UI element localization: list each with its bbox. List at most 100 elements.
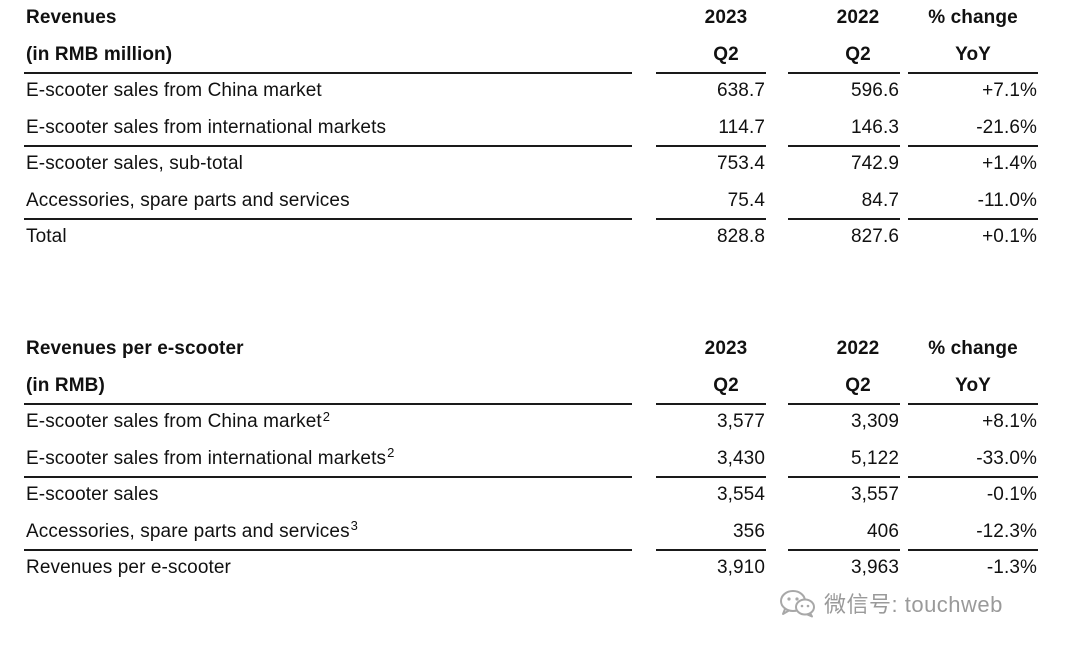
row-label: E-scooter sales from China market	[26, 80, 322, 102]
row-label-text: Accessories, spare parts and services	[26, 520, 350, 542]
header-q2-2022: Q2	[845, 43, 871, 65]
row-rule	[24, 218, 632, 220]
row-label: E-scooter sales from China market 2	[26, 404, 330, 441]
row-label: Accessories, spare parts and services 3	[26, 514, 358, 551]
row-change: +0.1%	[982, 226, 1037, 248]
row-rule	[788, 218, 900, 220]
header-yoy: YoY	[955, 43, 991, 65]
row-rule	[656, 145, 766, 147]
header-change: % change	[928, 338, 1018, 360]
watermark-text: 微信号: touchweb	[824, 592, 1003, 617]
row-value-2022: 5,122	[850, 447, 899, 469]
row-change: +8.1%	[982, 411, 1037, 433]
row-value-2022: 3,963	[850, 557, 899, 579]
row-rule	[908, 476, 1038, 478]
row-value-2022: 596.6	[850, 80, 899, 102]
table-title: Revenues per e-scooter	[26, 338, 244, 360]
row-rule	[788, 145, 900, 147]
header-rule	[908, 403, 1038, 405]
table-row: Accessories, spare parts and services 75…	[24, 183, 1038, 220]
header-q2-2023: Q2	[713, 43, 739, 65]
row-rule	[788, 476, 900, 478]
row-rule	[656, 476, 766, 478]
table-unit: (in RMB million)	[26, 43, 173, 65]
row-rule	[24, 549, 632, 551]
table-row: E-scooter sales from China market 2 3,577…	[24, 404, 1038, 441]
row-value-2022: 742.9	[850, 153, 899, 175]
header-2022: 2022	[836, 7, 880, 29]
revenues-table: Revenues 2023 2022 % change (in RMB mill…	[24, 0, 1038, 256]
row-label: E-scooter sales from international marke…	[26, 116, 387, 138]
row-change: -11.0%	[977, 189, 1037, 211]
row-label: E-scooter sales from international marke…	[26, 441, 394, 478]
table-row: E-scooter sales 3,554 3,557 -0.1%	[24, 477, 1038, 514]
row-value-2023: 3,577	[716, 411, 765, 433]
header-rule	[656, 72, 766, 74]
row-value-2022: 406	[866, 520, 899, 542]
row-label: E-scooter sales	[26, 484, 159, 506]
row-rule	[788, 549, 900, 551]
row-change: -12.3%	[976, 520, 1037, 542]
row-value-2022: 84.7	[861, 189, 899, 211]
row-label-text: E-scooter sales from China market	[26, 411, 322, 433]
row-value-2023: 828.8	[716, 226, 765, 248]
table-row: E-scooter sales, sub-total 753.4 742.9 +…	[24, 146, 1038, 183]
row-value-2023: 3,430	[716, 447, 765, 469]
row-value-2023: 3,910	[716, 557, 765, 579]
header-row-years: Revenues per e-scooter 2023 2022 % chang…	[24, 331, 1038, 368]
header-rule	[908, 72, 1038, 74]
row-label-text: E-scooter sales from international marke…	[26, 447, 387, 469]
row-change: -1.3%	[986, 557, 1037, 579]
row-value-2023: 75.4	[727, 189, 765, 211]
wechat-icon	[780, 590, 815, 618]
row-label: Total	[26, 226, 67, 248]
row-label: Accessories, spare parts and services	[26, 189, 350, 211]
row-rule	[908, 145, 1038, 147]
header-rule	[24, 72, 632, 74]
table-row-total: Total 828.8 827.6 +0.1%	[24, 219, 1038, 256]
row-rule	[656, 549, 766, 551]
row-value-2023: 114.7	[718, 116, 765, 138]
header-row-periods: (in RMB million) Q2 Q2 YoY	[24, 37, 1038, 74]
header-2022: 2022	[836, 338, 880, 360]
header-rule	[24, 403, 632, 405]
row-change: +1.4%	[982, 153, 1037, 175]
row-value-2022: 146.3	[850, 116, 899, 138]
table-row: E-scooter sales from China market 638.7 …	[24, 73, 1038, 110]
row-rule	[908, 549, 1038, 551]
header-rule	[656, 403, 766, 405]
table-unit: (in RMB)	[26, 374, 105, 396]
header-row-years: Revenues 2023 2022 % change	[24, 0, 1038, 37]
row-value-2022: 827.6	[850, 226, 899, 248]
row-value-2023: 638.7	[716, 80, 765, 102]
header-rule	[788, 72, 900, 74]
table-row-total: Revenues per e-scooter 3,910 3,963 -1.3%	[24, 550, 1038, 587]
header-q2-2023: Q2	[713, 374, 739, 396]
row-label: Revenues per e-scooter	[26, 557, 231, 579]
row-value-2023: 356	[732, 520, 765, 542]
row-rule	[24, 145, 632, 147]
row-value-2023: 3,554	[716, 484, 765, 506]
table-title: Revenues	[26, 7, 117, 29]
header-q2-2022: Q2	[845, 374, 871, 396]
row-value-2022: 3,309	[850, 411, 899, 433]
row-value-2023: 753.4	[716, 153, 765, 175]
row-label: E-scooter sales, sub-total	[26, 153, 243, 175]
table-row: E-scooter sales from international marke…	[24, 441, 1038, 478]
table-row: Accessories, spare parts and services 3 3…	[24, 514, 1038, 551]
row-rule	[24, 476, 632, 478]
row-rule	[908, 218, 1038, 220]
header-yoy: YoY	[955, 374, 991, 396]
footnote-marker: 3	[350, 518, 359, 534]
row-change: -33.0%	[976, 447, 1037, 469]
header-row-periods: (in RMB) Q2 Q2 YoY	[24, 368, 1038, 405]
table-row: E-scooter sales from international marke…	[24, 110, 1038, 147]
header-2023: 2023	[704, 7, 748, 29]
row-change: +7.1%	[982, 80, 1037, 102]
revenues-per-scooter-table: Revenues per e-scooter 2023 2022 % chang…	[24, 331, 1038, 587]
row-change: -0.1%	[986, 484, 1037, 506]
footnote-marker: 2	[387, 445, 395, 461]
row-rule	[656, 218, 766, 220]
row-change: -21.6%	[976, 116, 1037, 138]
wechat-watermark: 微信号: touchweb	[778, 586, 1003, 620]
